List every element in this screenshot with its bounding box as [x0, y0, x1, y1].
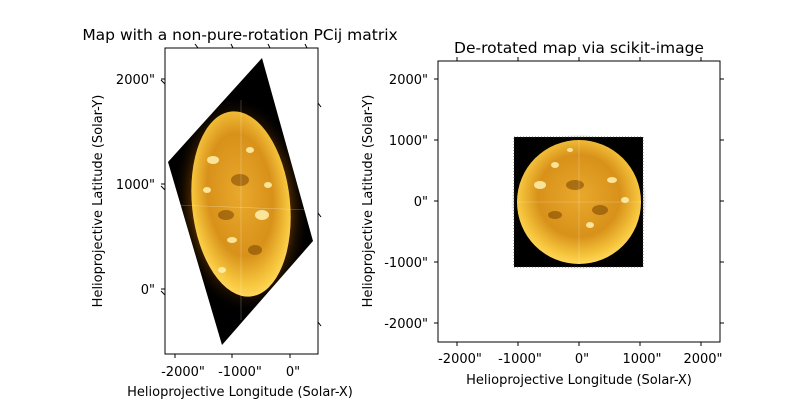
- right-ytick-1: -1000": [384, 256, 428, 271]
- left-axes-frame: [164, 47, 319, 355]
- right-panel: De-rotated map via scikit-image: [361, 39, 724, 388]
- left-panel: Map with a non-pure-rotation PCij matrix: [82, 26, 397, 400]
- right-xlabel: Helioprojective Longitude (Solar-X): [466, 373, 692, 388]
- right-map-image: [511, 134, 647, 270]
- left-map-image: [168, 58, 313, 345]
- right-xtick-1: -1000": [498, 352, 542, 367]
- left-edge-ticks: [160, 43, 322, 327]
- left-ytick-0: 0": [141, 283, 155, 298]
- right-ytick-2: 0": [414, 195, 428, 210]
- right-ytick-0: -2000": [384, 317, 428, 332]
- right-ytick-4: 2000": [389, 73, 428, 88]
- left-xlabel: Helioprojective Longitude (Solar-X): [127, 385, 353, 400]
- right-xtick-4: 2000": [683, 352, 722, 367]
- left-xtick-1: -1000": [218, 365, 262, 380]
- right-xtick-2: 0": [575, 352, 589, 367]
- right-title: De-rotated map via scikit-image: [454, 39, 704, 57]
- left-ylabel: Helioprojective Latitude (Solar-Y): [91, 95, 106, 308]
- right-sun-disk: [517, 140, 641, 264]
- left-title: Map with a non-pure-rotation PCij matrix: [82, 26, 397, 44]
- left-xtick-2: 0": [286, 365, 300, 380]
- right-xtick-3: 1000": [622, 352, 661, 367]
- left-ytick-1: 1000": [116, 178, 155, 193]
- right-ytick-3: 1000": [389, 134, 428, 149]
- left-ytick-2: 2000": [116, 73, 155, 88]
- left-xtick-0: -2000": [161, 365, 205, 380]
- right-xtick-0: -2000": [438, 352, 482, 367]
- right-ylabel: Helioprojective Latitude (Solar-Y): [361, 95, 376, 308]
